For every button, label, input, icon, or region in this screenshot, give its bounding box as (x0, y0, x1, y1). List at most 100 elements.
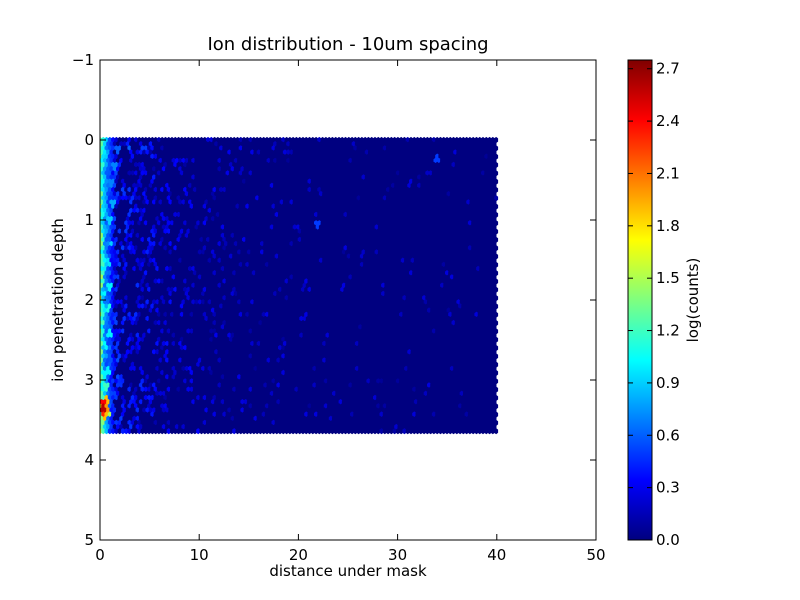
hexbin-cell (135, 166, 140, 173)
hexbin-cells (100, 136, 499, 435)
hexbin-cell (266, 166, 271, 173)
hexbin-cell (233, 166, 238, 173)
hexbin-cell (102, 166, 107, 173)
hexbin-cell (260, 166, 265, 173)
hexbin-cell (445, 145, 449, 152)
hexbin-cell (246, 166, 251, 173)
hexbin-cell (377, 166, 382, 173)
hexbin-cell (356, 145, 361, 152)
hexbin-cell (345, 166, 350, 173)
hexbin-cell (289, 166, 294, 173)
hexbin-cell (389, 145, 394, 152)
hexbin-cell (134, 186, 138, 193)
hexbin-cell (482, 166, 487, 173)
hexbin-cell (294, 145, 299, 152)
hexbin-cell (183, 186, 188, 193)
hexbin-cell (494, 145, 499, 152)
hexbin-cell (484, 145, 489, 152)
hexbin-cell (253, 166, 258, 173)
hexbin-cell (235, 186, 240, 193)
hexbin-cell (228, 186, 233, 193)
hexbin-cell (264, 186, 269, 193)
hexbin-cell (427, 166, 431, 173)
hexbin-cell (153, 186, 158, 193)
hexbin-cell (170, 186, 174, 193)
hexbin-cell (111, 145, 116, 152)
hexbin-cell (407, 166, 412, 173)
hexbin-cell (124, 186, 129, 193)
hexbin-cell (371, 166, 376, 173)
hexbin-cell (413, 166, 418, 173)
hexbin-cell (199, 145, 204, 152)
chart-title: Ion distribution - 10um spacing (207, 34, 488, 55)
hexbin-cell (166, 145, 171, 152)
hexbin-cell (152, 166, 156, 173)
hexbin-cell (340, 145, 345, 152)
hexbin-cell (422, 145, 427, 152)
hexbin-cell (284, 145, 289, 152)
hexbin-cell (309, 166, 314, 173)
hexbin-cell (359, 145, 364, 152)
hexbin-cell (271, 186, 276, 193)
hexbin-cell (116, 166, 120, 173)
hexbin-cell (104, 145, 109, 152)
hexbin-cell (310, 145, 315, 152)
hexbin-cell (278, 186, 283, 193)
hexbin-cell (235, 145, 240, 152)
hexbin-cell (122, 166, 127, 173)
hexbin-cell (124, 145, 129, 152)
hexbin-cell (202, 145, 207, 152)
hexbin-cell (202, 186, 207, 193)
hexbin-cell (395, 145, 400, 152)
hexbin-cell (463, 166, 467, 173)
hexbin-cell (467, 145, 472, 152)
hexbin-cell (217, 166, 222, 173)
hexbin-cell (464, 145, 469, 152)
hexbin-cell (373, 145, 377, 152)
hexbin-cell (104, 186, 109, 193)
hexbin-cell (307, 145, 312, 152)
hexbin-cell (284, 186, 289, 193)
hexbin-cell (258, 145, 263, 152)
hexbin-cell (171, 166, 176, 173)
hexbin-cell (327, 145, 332, 152)
hexbin-cell (458, 145, 463, 152)
hexbin-cell (440, 166, 445, 173)
hexbin-cell (325, 166, 330, 173)
hexbin-cell (140, 186, 145, 193)
hexbin-cell (276, 166, 281, 173)
hexbin-cell (302, 166, 307, 173)
hexbin-cell (228, 145, 233, 152)
hexbin-cell (343, 145, 348, 152)
hexbin-cell (449, 166, 454, 173)
hexbin-cell (391, 166, 395, 173)
hexbin-cell (341, 166, 346, 173)
hexbin-cell (431, 145, 436, 152)
hexbin-cell (405, 145, 410, 152)
hexbin-cell (466, 166, 471, 173)
hexbin-cell (402, 145, 407, 152)
hexbin-cell (111, 186, 116, 193)
hexbin-cell (358, 166, 363, 173)
hexbin-cell (420, 166, 425, 173)
hexbin-cell (140, 145, 145, 152)
hexbin-cell (183, 145, 188, 152)
hexbin-cell (294, 186, 299, 193)
hexbin-cell (201, 166, 206, 173)
hexbin-cell (374, 166, 379, 173)
hexbin-cell (451, 145, 456, 152)
hexbin-cell (120, 186, 125, 193)
hexbin-cell (476, 166, 481, 173)
hexbin-cell (197, 166, 202, 173)
hexbin-cell (338, 166, 343, 173)
hexbin-cell (106, 166, 111, 173)
hexbin-cell (134, 145, 138, 152)
hexbin-cell (215, 145, 220, 152)
hexbin-cell (409, 145, 413, 152)
hexbin-cell (153, 145, 158, 152)
hexbin-cell (166, 186, 171, 193)
hexbin-cell (438, 145, 443, 152)
hexbin-cell (168, 166, 173, 173)
hexbin-cell (387, 166, 392, 173)
